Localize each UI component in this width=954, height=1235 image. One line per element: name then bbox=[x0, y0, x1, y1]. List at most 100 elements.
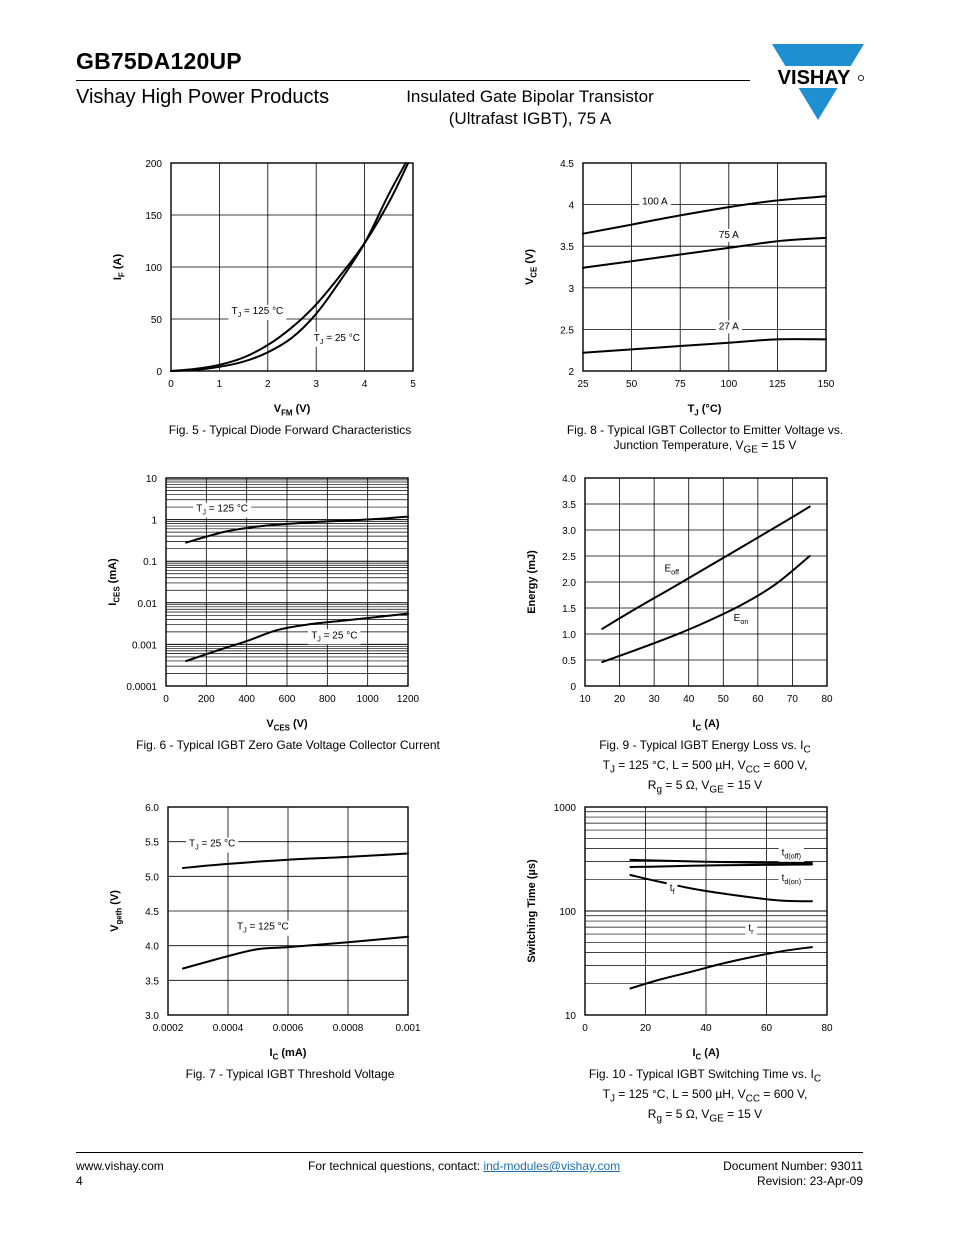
fig8-series-line-1 bbox=[582, 236, 827, 269]
fig5-series-label-1: TJ = 25 °C bbox=[314, 333, 360, 346]
fig10-series-label-bg-2 bbox=[666, 882, 678, 898]
fig5-xtick-label: 5 bbox=[410, 379, 416, 390]
fig10-xtick-label: 20 bbox=[640, 1023, 652, 1034]
footer-left: www.vishay.com 4 bbox=[76, 1159, 164, 1188]
fig10-xtick-label: 40 bbox=[700, 1023, 712, 1034]
subtitle-line-1: Insulated Gate Bipolar Transistor bbox=[406, 87, 654, 106]
fig8-xtick-label: 25 bbox=[577, 379, 589, 390]
fig8-caption-line-2: Junction Temperature, VGE = 15 V bbox=[613, 437, 797, 455]
fig6-series-line-0 bbox=[185, 515, 409, 544]
fig7-xtick-label: 0.0008 bbox=[333, 1023, 364, 1034]
fig9-series-line-0 bbox=[601, 505, 811, 630]
fig10-xtick-label: 60 bbox=[761, 1023, 773, 1034]
fig6-ytick-label: 0.001 bbox=[132, 640, 157, 651]
fig7-chart: 0.0002 0.0004 0.0006 0.0008 0.001 3.0 3.5 4.0 4.… bbox=[109, 803, 421, 1061]
fig8-series-line-0 bbox=[582, 195, 827, 235]
footer-contact-text: For technical questions, contact: bbox=[308, 1159, 484, 1173]
fig5-series-label-bg-0 bbox=[228, 304, 287, 320]
fig5-xlabel: VFM (V) bbox=[274, 403, 311, 417]
fig9-series-label-bg-1 bbox=[730, 612, 752, 627]
fig10-series-label-2: tf bbox=[670, 883, 675, 896]
fig6-series-label-1: TJ = 25 °C bbox=[311, 630, 357, 643]
fig9-ylabel: Energy (mJ) bbox=[526, 550, 538, 614]
part-number: GB75DA120UP bbox=[76, 48, 242, 74]
fig6-caption-text: Fig. 6 - Typical IGBT Zero Gate Voltage … bbox=[136, 738, 440, 752]
fig9-ytick-label: 1.0 bbox=[562, 630, 576, 641]
fig8-series-label-0: 100 A bbox=[642, 197, 668, 208]
fig9-ytick-label: 4.0 bbox=[562, 474, 576, 485]
fig6-chart: 0 200 400 600 800 1000 1200 0.0001 0.001 0.01 0.1 1… bbox=[107, 474, 420, 732]
fig8-ytick-label: 4 bbox=[568, 201, 574, 212]
fig9-series-label-1: Eon bbox=[734, 613, 749, 626]
fig7-xtick-label: 0.0002 bbox=[153, 1023, 184, 1034]
fig5-xtick-label: 2 bbox=[265, 379, 271, 390]
fig10-caption-line-1: Fig. 10 - Typical IGBT Switching Time vs… bbox=[588, 1067, 822, 1085]
fig10-series-label-bg-3 bbox=[745, 922, 758, 938]
fig10-ytick-label: 10 bbox=[565, 1011, 577, 1022]
fig6-xtick-label: 600 bbox=[279, 694, 296, 705]
fig10-xtick-label: 0 bbox=[582, 1023, 588, 1034]
fig9-xtick-label: 50 bbox=[718, 694, 730, 705]
fig6-ytick-label: 0.0001 bbox=[126, 682, 157, 693]
fig8-xtick-label: 75 bbox=[675, 379, 687, 390]
fig9-xtick-label: 10 bbox=[579, 694, 591, 705]
footer-rule bbox=[76, 1152, 863, 1153]
fig9-caption-line-3: Rg = 5 Ω, VGE = 15 V bbox=[647, 777, 763, 796]
fig7-caption: Fig. 7 - Typical IGBT Threshold Voltage bbox=[140, 1067, 440, 1082]
fig6-xtick-label: 200 bbox=[198, 694, 215, 705]
fig8-ytick-label: 4.5 bbox=[560, 159, 574, 170]
fig5-ytick-label: 0 bbox=[156, 367, 162, 378]
footer-document-number: Document Number: 93011 bbox=[723, 1159, 863, 1173]
fig9-xlabel: IC (A) bbox=[692, 718, 719, 732]
fig7-series-line-0 bbox=[182, 852, 409, 869]
fig5-xtick-label: 0 bbox=[168, 379, 174, 390]
fig6-series-line-1 bbox=[185, 612, 409, 662]
fig9-ytick-label: 0.5 bbox=[562, 656, 576, 667]
fig8-caption-line-1: Fig. 8 - Typical IGBT Collector to Emitt… bbox=[566, 423, 844, 437]
fig10-ytick-label: 1000 bbox=[554, 803, 577, 814]
fig6-xtick-label: 1000 bbox=[357, 694, 380, 705]
division-name: Vishay High Power Products bbox=[76, 86, 330, 108]
fig10-ylabel: Switching Time (µs) bbox=[526, 859, 538, 963]
fig7-ytick-label: 4.5 bbox=[145, 907, 159, 918]
fig10-chart: 0 20 40 60 80 10 100 1000 IC (A) Switching Time (… bbox=[526, 803, 833, 1061]
fig10-caption-line-3: Rg = 5 Ω, VGE = 15 V bbox=[647, 1106, 763, 1125]
fig5-series-label-0: TJ = 125 °C bbox=[232, 306, 284, 319]
fig9-xtick-label: 80 bbox=[821, 694, 833, 705]
fig7-ytick-label: 3.0 bbox=[145, 1011, 159, 1022]
fig5-series-line-1 bbox=[170, 162, 407, 372]
fig5-caption: Fig. 5 - Typical Diode Forward Character… bbox=[140, 423, 440, 438]
fig6-series-label-0: TJ = 125 °C bbox=[196, 504, 248, 517]
fig10-series-label-3: tr bbox=[748, 923, 754, 936]
fig5-xtick-label: 4 bbox=[362, 379, 368, 390]
fig6-plot-frame bbox=[165, 477, 409, 687]
fig7-xtick-label: 0.001 bbox=[395, 1023, 420, 1034]
fig7-caption-text: Fig. 7 - Typical IGBT Threshold Voltage bbox=[185, 1067, 395, 1081]
fig6-caption: Fig. 6 - Typical IGBT Zero Gate Voltage … bbox=[110, 738, 466, 753]
fig5-ytick-label: 50 bbox=[151, 315, 163, 326]
fig5-xtick-label: 1 bbox=[217, 379, 223, 390]
fig10-series-label-bg-1 bbox=[778, 871, 805, 887]
fig7-series-label-1: TJ = 125 °C bbox=[237, 922, 289, 935]
fig7-xlabel: IC (mA) bbox=[270, 1047, 307, 1061]
fig6-xlabel: VCES (V) bbox=[266, 718, 308, 732]
fig9-caption: Fig. 9 - Typical IGBT Energy Loss vs. IC… bbox=[560, 738, 850, 798]
fig10-plot-frame bbox=[584, 806, 828, 1016]
vishay-logo: VISHAY bbox=[770, 44, 866, 120]
footer-page-number: 4 bbox=[76, 1173, 83, 1188]
fig10-series-line-2 bbox=[629, 874, 813, 903]
fig5-series-line-0 bbox=[170, 162, 410, 372]
fig5-xtick-label: 3 bbox=[313, 379, 319, 390]
fig7-series-line-1 bbox=[182, 935, 409, 970]
fig9-caption-line-1: Fig. 9 - Typical IGBT Energy Loss vs. IC bbox=[599, 738, 811, 756]
fig7-ylabel: Vgeth (V) bbox=[109, 890, 123, 932]
fig7-ytick-label: 4.0 bbox=[145, 942, 159, 953]
footer-contact-email-link[interactable]: ind-modules@vishay.com bbox=[483, 1159, 621, 1173]
footer-revision: Revision: 23-Apr-09 bbox=[756, 1173, 863, 1188]
fig9-ytick-label: 3.5 bbox=[562, 500, 576, 511]
fig6-xtick-label: 1200 bbox=[397, 694, 420, 705]
fig7-plot-frame bbox=[167, 806, 409, 1016]
fig9-xtick-label: 30 bbox=[649, 694, 661, 705]
fig9-series-label-0: Eoff bbox=[665, 564, 680, 577]
